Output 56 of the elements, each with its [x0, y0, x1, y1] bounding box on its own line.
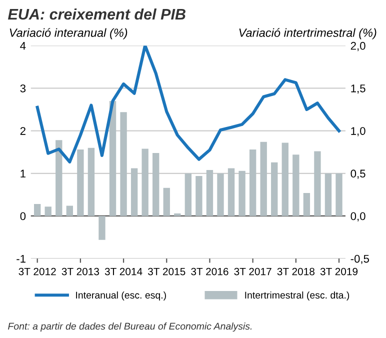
bar: [34, 204, 41, 216]
bar: [88, 148, 95, 216]
y2-tick-label: 1,5: [351, 84, 366, 94]
line-series: [36, 46, 341, 164]
y-tick-label: 4: [20, 42, 26, 50]
y2-tick-label: -0,5: [350, 254, 370, 264]
legend-label: Interanual (esc. esq.): [76, 291, 166, 301]
x-tick-label: 3T 2013: [62, 268, 100, 276]
bar: [66, 206, 74, 216]
bar: [228, 168, 235, 216]
bar: [142, 148, 148, 216]
bar: [196, 176, 202, 216]
bar: [303, 192, 310, 216]
y-tick-label: 2: [20, 127, 26, 135]
y-tick-label: -1: [16, 254, 26, 263]
y2-tick-label: 0,5: [350, 170, 366, 179]
bar: [130, 168, 138, 216]
bar: [292, 154, 300, 216]
bar: [163, 188, 170, 216]
y2-tick-label: 1,0: [351, 127, 366, 136]
bar: [324, 173, 332, 216]
bar: [260, 142, 267, 216]
y-tick-label: 0: [20, 212, 26, 220]
bar: [336, 173, 342, 216]
bar: [206, 170, 214, 216]
y2-tick-label: 0,0: [350, 212, 366, 222]
bar: [217, 173, 224, 216]
bar: [184, 173, 192, 216]
bar: [282, 142, 288, 216]
y-tick-label: 1: [20, 170, 26, 178]
bar: [109, 100, 116, 216]
text: Font: a partir de dades del Bureau of Economic Analysis.: [8, 322, 252, 332]
bar: [77, 150, 84, 216]
x-tick-label: 3T 2015: [148, 268, 186, 276]
y-tick-label: 3: [20, 84, 26, 92]
x-tick-label: 3T 2012: [18, 268, 56, 276]
x-tick-label: 3T 2016: [191, 268, 228, 276]
x-tick-label: 3T 2018: [277, 268, 314, 276]
bar: [56, 140, 62, 216]
bar: [120, 112, 127, 216]
x-tick-label: 3T 2017: [234, 268, 272, 276]
bar: [98, 216, 106, 240]
bar: [314, 151, 321, 216]
legend-label: Intertrimestral (esc. dta.): [245, 291, 350, 301]
bar: [249, 150, 256, 216]
bar: [152, 152, 160, 216]
x-tick-label: 3T 2014: [104, 268, 142, 276]
bar: [44, 206, 52, 216]
y2-tick-label: 2,0: [350, 42, 366, 52]
chart-title: EUA: creixement del PIB: [8, 8, 186, 20]
y2-axis-title: Variació intertrimestral (%): [239, 28, 376, 40]
x-tick-label: 3T 2019: [320, 268, 358, 276]
bar: [238, 170, 246, 216]
bar: [271, 162, 278, 216]
bar: [174, 213, 181, 216]
y-axis-title: Variació interanual (%): [10, 28, 128, 40]
